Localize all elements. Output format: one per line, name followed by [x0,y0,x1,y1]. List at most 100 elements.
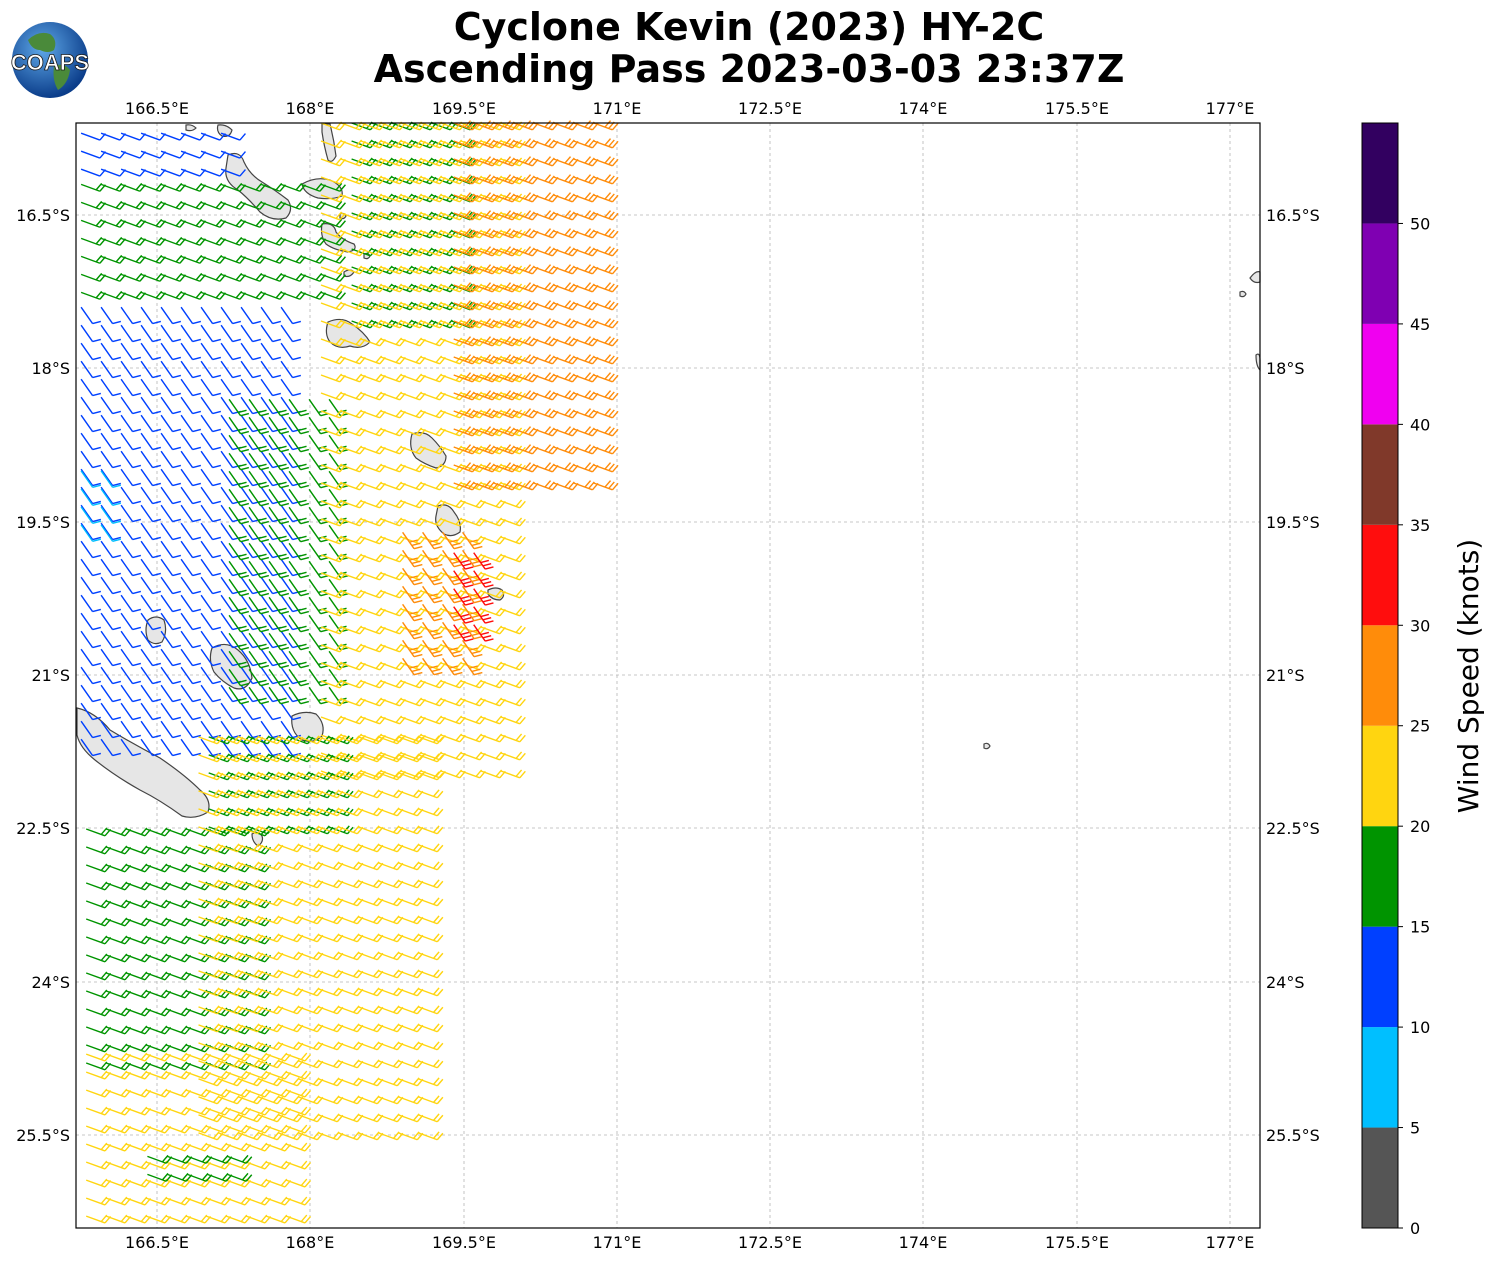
wind-barb [160,450,182,469]
wind-barb [140,378,162,397]
wind-barb [493,228,519,239]
wind-barb [80,324,102,343]
wind-barb [593,408,619,419]
wind-barb [533,282,559,293]
wind-barb [533,372,559,383]
wind-barb [308,506,330,525]
wind-barb [573,174,599,185]
wind-barb [120,378,142,397]
wind-barb [493,480,519,491]
wind-barb [280,702,302,721]
wind-barb [228,488,250,507]
wind-barb [533,156,559,167]
wind-barb [473,426,499,437]
wind-barb [248,398,270,417]
colorbar [1362,123,1398,1228]
wind-barb [240,720,262,739]
wind-barb [120,648,142,667]
wind-barb [493,120,519,131]
wind-barb [80,414,102,433]
wind-barb [280,360,302,379]
wind-barb [288,578,310,597]
wind-barb [268,596,290,615]
wind-barb [100,486,122,505]
wind-barb [288,416,310,435]
wind-barb [160,522,182,541]
wind-barb [418,1131,444,1141]
wind-barb [462,603,483,622]
wind-barb [513,372,539,383]
wind-barb [418,825,444,835]
wind-barb [200,558,222,577]
wind-barb [462,585,483,604]
wind-barb [160,720,182,739]
wind-barb [140,432,162,451]
wind-barb [422,585,443,604]
wind-barb [200,522,222,541]
wind-barb [513,480,539,491]
wind-barb [500,751,526,761]
wind-barb [573,210,599,221]
wind-barb [553,246,579,257]
wind-barb [100,488,122,506]
wind-barb [140,720,162,739]
wind-barb [228,398,250,417]
wind-barb [500,499,526,509]
wind-barb [220,132,246,141]
conway-reef-islet [983,742,991,750]
wind-barb [418,879,444,889]
wind-barb [493,156,519,167]
wind-barb [320,182,346,192]
wind-barb [453,174,479,185]
wind-barb [453,462,479,473]
wind-barb [473,156,499,167]
lon-tick-top-8: 177°E [1206,99,1255,118]
lat-tick-left-5: 22.5°S [16,819,70,838]
wind-barb [422,603,443,622]
wind-barb [280,720,302,739]
wind-barb [453,336,479,347]
wind-barb [240,702,262,721]
wind-barb [200,666,222,685]
colorbar-tick-label-1: 5 [1410,1119,1420,1138]
wind-barb [228,668,250,687]
wind-barb [227,1172,253,1182]
wind-barb [280,306,302,325]
wind-barb [200,594,222,613]
wind-barb [80,522,102,541]
wind-barb [220,720,242,739]
wind-barb [100,306,122,325]
wind-barb [418,1041,444,1051]
wind-barb [308,632,330,651]
wind-barb [80,486,102,505]
wind-barb [593,426,619,437]
wind-barb [500,607,526,617]
wind-barb [228,614,250,633]
lat-tick-right-7: 25.5°S [1266,1126,1320,1145]
wind-barb [228,470,250,489]
wind-barb [418,1113,444,1123]
wind-barb [573,318,599,329]
wind-barb [80,720,102,739]
wind-barb [220,306,242,325]
wind-barb [140,504,162,523]
wind-barb [200,648,222,667]
wind-barb [422,621,443,640]
wind-barb [533,462,559,473]
wind-barb [120,594,142,613]
wind-barb [500,697,526,707]
wind-barb [473,462,499,473]
wind-barb [500,535,526,545]
wind-barb [200,576,222,595]
wind-barb [100,524,122,542]
wind-barb [80,468,102,487]
wind-barb [80,432,102,451]
wind-barb [473,120,499,131]
wind-barb [418,915,444,925]
wind-barb [80,360,102,379]
wind-barb [553,282,579,293]
wind-barb [513,462,539,473]
wind-barb [100,414,122,433]
wind-barb [473,624,494,642]
